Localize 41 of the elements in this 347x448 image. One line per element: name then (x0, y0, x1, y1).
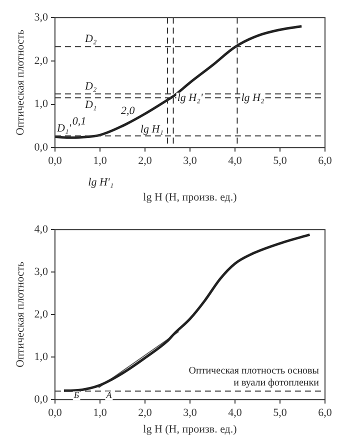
x-axis-title: lg H (H, произв. ед.) (143, 191, 238, 204)
ref-line-label: lg H₂ (241, 92, 264, 104)
ref-line-label: lg H₁ (140, 123, 164, 136)
annotation: Б (72, 390, 80, 400)
ref-line-label: Оптическая плотность основы и вуали фотопленки (188, 366, 320, 389)
ref-line-label: D₁ (84, 99, 97, 112)
y-tick-label: 0,0 (34, 141, 48, 154)
x-tick-label: 6,0 (318, 155, 332, 168)
x-tick-label: 2,0 (138, 155, 152, 168)
y-tick-label: 0,0 (34, 393, 48, 406)
x-tick-label: 5,0 (273, 407, 288, 420)
y-tick-label: 3,0 (34, 266, 48, 278)
x-tick-label: 1,0 (93, 407, 108, 420)
ref-line-label: D₂ (84, 33, 97, 46)
y-tick-label: 1,0 (34, 350, 48, 363)
x-tick-label: 2,0 (138, 407, 152, 420)
y-tick-label: 2,0 (34, 54, 48, 67)
y-tick-label: 1,0 (34, 98, 48, 110)
x-tick-label: 0,0 (48, 155, 62, 168)
annotation: 0,1 (72, 115, 86, 128)
y-tick-label: 4,0 (34, 223, 48, 236)
x-tick-label: 1,0 (93, 155, 108, 168)
y-axis-title: Оптическая плотность (14, 262, 26, 368)
y-tick-label: 3,0 (34, 11, 48, 24)
x-tick-label: 4,0 (228, 407, 242, 420)
text: lg H'₁ (88, 176, 114, 189)
y-axis-title: Оптическая плотность (14, 30, 26, 136)
ref-line-label: lg H₂' (177, 92, 204, 104)
x-tick-label: 5,0 (273, 155, 288, 168)
x-axis-title: lg H (H, произв. ед.) (143, 423, 238, 436)
ref-line-label: D₂ (84, 80, 97, 92)
line-series (54, 25, 303, 139)
x-tick-label: 0,0 (48, 407, 62, 420)
annotation: А (105, 390, 112, 400)
ref-line-label: D₁' (56, 122, 72, 134)
x-tick-label: 4,0 (228, 155, 242, 168)
x-tick-label: 6,0 (318, 407, 332, 420)
annotation: 2,0 (120, 105, 136, 118)
y-tick-label: 2,0 (34, 308, 48, 320)
x-tick-label: 3,0 (183, 155, 198, 168)
x-tick-label: 3,0 (183, 407, 198, 420)
